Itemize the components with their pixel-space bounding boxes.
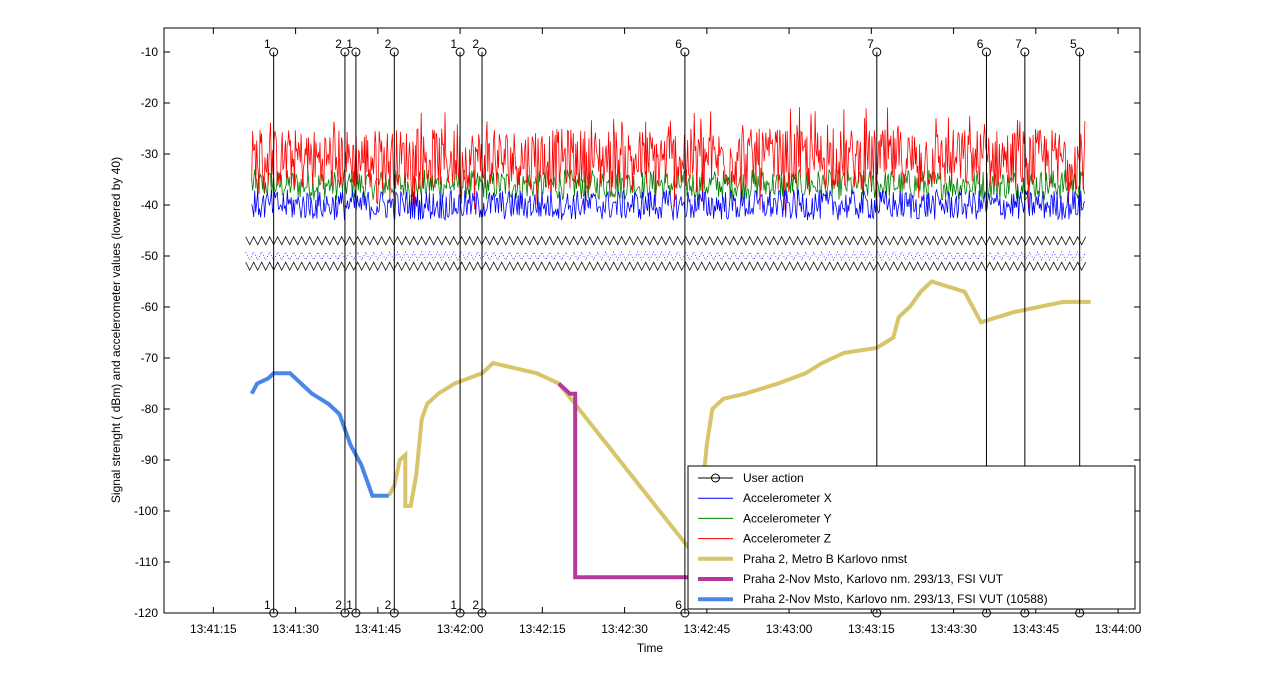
user-action-marker bbox=[340, 608, 350, 618]
y-tick-label: -20 bbox=[141, 96, 159, 110]
legend-label: Praha 2, Metro B Karlovo nmst bbox=[743, 552, 908, 566]
x-tick-label: 13:42:45 bbox=[683, 622, 730, 636]
user-action-marker bbox=[351, 608, 361, 618]
x-tick-label: 13:43:00 bbox=[766, 622, 813, 636]
accelerometer-x-line bbox=[251, 188, 1086, 221]
user-action-marker bbox=[1020, 47, 1030, 57]
user-action-marker bbox=[477, 47, 487, 57]
y-axis-label: Signal strenght ( dBm) and accelerometer… bbox=[109, 157, 123, 503]
user-action-marker bbox=[680, 608, 690, 618]
y-tick-label: -40 bbox=[141, 198, 159, 212]
user-action-marker bbox=[872, 47, 882, 57]
x-tick-label: 13:43:30 bbox=[930, 622, 977, 636]
user-action-marker bbox=[981, 47, 991, 57]
user-action-label: 7 bbox=[867, 37, 874, 51]
legend-label: User action bbox=[743, 471, 804, 485]
accelerometer-z-line bbox=[251, 107, 1086, 211]
user-action-label: 6 bbox=[675, 598, 682, 612]
accelerometer-y-line bbox=[251, 168, 1086, 201]
y-tick-label: -110 bbox=[135, 555, 158, 569]
user-action-marker bbox=[680, 47, 690, 57]
user-action-label: 1 bbox=[346, 37, 353, 51]
x-tick-label: 13:42:15 bbox=[519, 622, 566, 636]
user-action-marker bbox=[389, 608, 399, 618]
y-tick-label: -90 bbox=[141, 453, 159, 467]
legend-box bbox=[687, 465, 1136, 610]
series-line-6 bbox=[249, 371, 389, 498]
user-action-label: 6 bbox=[977, 37, 984, 51]
user-action-marker bbox=[455, 47, 465, 57]
user-action-marker bbox=[269, 47, 279, 57]
y-tick-label: -80 bbox=[141, 402, 159, 416]
y-tick-label: -30 bbox=[141, 147, 159, 161]
user-action-label: 2 bbox=[335, 37, 342, 51]
y-tick-label: -120 bbox=[134, 606, 158, 620]
user-action-marker bbox=[477, 608, 487, 618]
legend-label: Accelerometer X bbox=[743, 491, 832, 505]
legend-label: Praha 2-Nov Msto, Karlovo nm. 293/13, FS… bbox=[743, 572, 1004, 586]
y-tick-label: -70 bbox=[141, 351, 159, 365]
user-action-marker bbox=[351, 47, 361, 57]
x-tick-label: 13:43:45 bbox=[1012, 622, 1059, 636]
x-tick-label: 13:43:15 bbox=[848, 622, 895, 636]
series-line-4 bbox=[387, 279, 1091, 563]
user-action-label: 2 bbox=[335, 598, 342, 612]
legend-label: Accelerometer Z bbox=[743, 532, 831, 546]
user-action-label: 1 bbox=[450, 37, 457, 51]
legend-marker bbox=[711, 473, 720, 483]
y-tick-label: -100 bbox=[134, 504, 158, 518]
user-action-marker bbox=[389, 47, 399, 57]
x-tick-label: 13:42:00 bbox=[437, 622, 484, 636]
legend-label: Praha 2-Nov Msto, Karlovo nm. 293/13, FS… bbox=[743, 592, 1048, 606]
user-action-label: 2 bbox=[472, 37, 479, 51]
user-action-marker bbox=[269, 608, 279, 618]
legend: User action Accelerometer X Accelerometer … bbox=[687, 465, 1136, 610]
x-axis-label: Time bbox=[637, 641, 664, 655]
x-tick-label: 13:42:30 bbox=[601, 622, 648, 636]
x-tick-label: 13:44:00 bbox=[1095, 622, 1142, 636]
x-tick-label: 13:41:30 bbox=[272, 622, 319, 636]
user-action-label: 1 bbox=[450, 598, 457, 612]
accelerometer-marker-row bbox=[245, 251, 1087, 261]
user-action-label: 6 bbox=[675, 37, 682, 51]
y-tick-label: -60 bbox=[141, 300, 159, 314]
user-action-label: 7 bbox=[1015, 37, 1022, 51]
x-tick-label: 13:41:45 bbox=[354, 622, 401, 636]
user-action-marker bbox=[340, 47, 350, 57]
user-action-label: 1 bbox=[264, 598, 271, 612]
user-action-marker bbox=[1075, 47, 1085, 57]
legend-label: Accelerometer Y bbox=[743, 511, 831, 525]
y-tick-label: -50 bbox=[141, 249, 159, 263]
user-action-label: 2 bbox=[472, 598, 479, 612]
x-tick-label: 13:41:15 bbox=[190, 622, 237, 636]
user-action-label: 1 bbox=[264, 37, 271, 51]
y-tick-label: -10 bbox=[141, 45, 159, 59]
axes-box bbox=[163, 27, 1141, 614]
user-action-marker bbox=[455, 608, 465, 618]
user-action-label: 1 bbox=[346, 598, 353, 612]
user-action-label: 5 bbox=[1070, 37, 1077, 51]
user-action-label: 2 bbox=[385, 598, 392, 612]
accelerometer-marker-row bbox=[245, 261, 1087, 271]
accelerometer-marker-row bbox=[245, 235, 1087, 246]
user-action-label: 2 bbox=[385, 37, 392, 51]
